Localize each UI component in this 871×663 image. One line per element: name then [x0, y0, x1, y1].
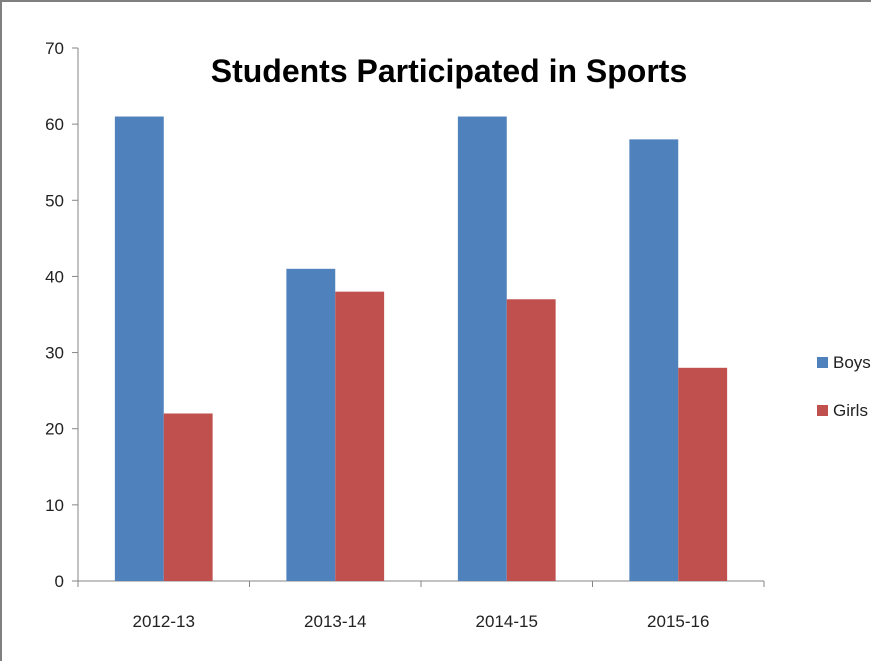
chart-title: Students Participated in Sports — [211, 53, 688, 89]
y-tick-label: 50 — [45, 191, 64, 210]
y-tick-label: 0 — [55, 572, 64, 591]
bar-girls — [163, 413, 213, 581]
legend-swatch-girls — [817, 405, 828, 416]
x-tick-label: 2014-15 — [476, 612, 538, 631]
x-tick-label: 2013-14 — [304, 612, 366, 631]
y-tick-label: 40 — [45, 267, 64, 286]
y-tick-label: 70 — [45, 39, 64, 58]
y-tick-label: 10 — [45, 496, 64, 515]
bars — [114, 116, 728, 582]
x-tick-label: 2015-16 — [647, 612, 709, 631]
bar-boys — [114, 116, 164, 582]
bar-girls — [678, 367, 728, 581]
legend-label-boys: Boys — [833, 353, 871, 372]
tick-labels: 0 10 20 30 40 50 60 70 2012-13 2013-14 2014-15 2015… — [45, 39, 709, 631]
bar-boys — [457, 116, 507, 582]
legend: Boys Girls — [817, 353, 871, 420]
y-tick-label: 30 — [45, 344, 64, 363]
x-tick-label: 2012-13 — [133, 612, 195, 631]
y-tick-label: 20 — [45, 420, 64, 439]
bar-girls — [506, 299, 556, 581]
bar-girls — [335, 291, 385, 581]
legend-swatch-boys — [817, 357, 828, 368]
legend-label-girls: Girls — [833, 401, 868, 420]
bar-boys — [629, 139, 679, 581]
y-tick-label: 60 — [45, 115, 64, 134]
bar-boys — [286, 268, 336, 581]
